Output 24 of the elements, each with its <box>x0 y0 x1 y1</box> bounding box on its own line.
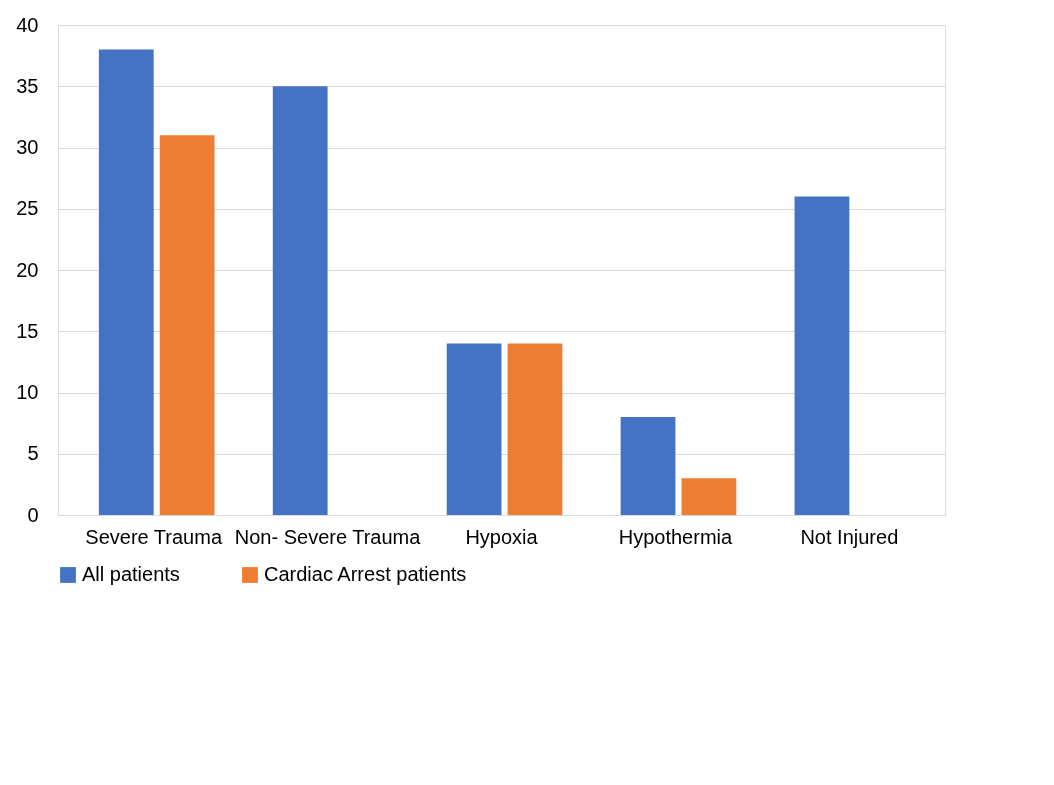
y-tick-label: 30 <box>16 136 39 158</box>
y-tick-label: 25 <box>16 197 39 220</box>
x-tick-label: Hypoxia <box>465 525 539 548</box>
x-tick-label: Non- Severe Trauma <box>234 525 422 548</box>
bar <box>794 196 850 515</box>
bar <box>272 86 328 515</box>
bar <box>98 49 154 515</box>
x-tick-label: Hypothermia <box>618 525 733 548</box>
y-tick-label: 40 <box>16 13 39 36</box>
y-tick-label: 15 <box>16 319 39 342</box>
bar <box>159 135 215 515</box>
y-tick-label: 20 <box>16 258 39 281</box>
legend-label: All patients <box>82 563 180 585</box>
y-tick-label: 5 <box>27 442 39 465</box>
y-tick-label: 10 <box>16 381 39 403</box>
bar <box>507 343 563 515</box>
legend-label: Cardiac Arrest patients <box>264 563 467 585</box>
y-tick-label: 35 <box>16 74 39 97</box>
x-tick-label: Not Injured <box>800 525 899 548</box>
x-tick-label: Severe Trauma <box>85 525 223 548</box>
bar <box>681 478 737 515</box>
bar <box>620 417 676 515</box>
bar <box>446 343 502 515</box>
y-tick-label: 0 <box>27 503 39 526</box>
